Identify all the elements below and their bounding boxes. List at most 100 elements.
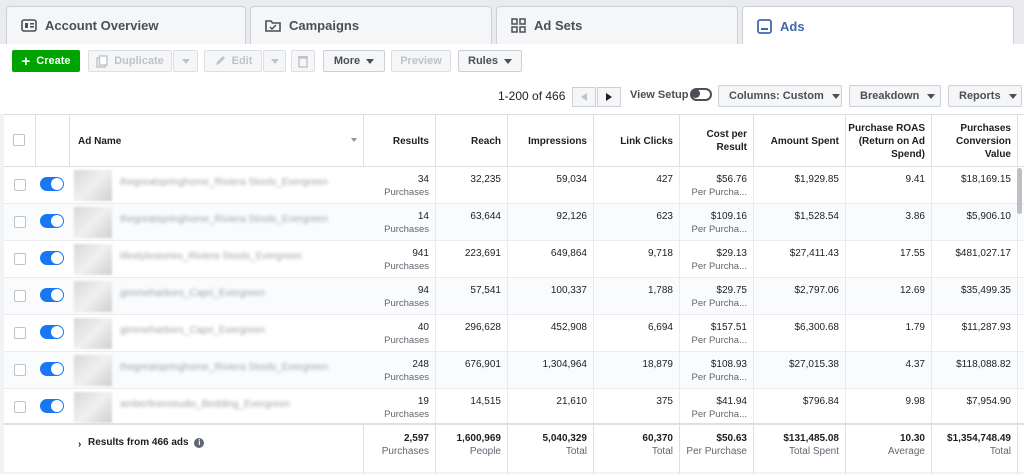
ad-thumbnail[interactable] — [74, 244, 112, 275]
edit-dropdown-button[interactable] — [263, 50, 286, 72]
ad-thumbnail[interactable] — [74, 207, 112, 238]
chevron-left-icon — [581, 93, 587, 101]
column-cost-per-result[interactable]: Cost per Result — [680, 115, 754, 167]
cell-spent: $6,300.68 — [754, 315, 846, 352]
edit-button[interactable]: Edit — [204, 50, 262, 72]
table-row[interactable]: thegreatspringhome_Riviera Stools_Evergr… — [4, 167, 1024, 204]
cell-value: $5,906.10 — [932, 204, 1018, 241]
tab-ads[interactable]: Ads — [742, 6, 1014, 45]
tab-campaigns[interactable]: Campaigns — [250, 6, 492, 44]
ad-thumbnail[interactable] — [74, 170, 112, 201]
column-results[interactable]: Results — [364, 115, 436, 167]
cell-impressions: 100,337 — [508, 278, 594, 315]
table-controls: 1-200 of 466 View Setup Columns: Custom … — [0, 78, 1024, 114]
ad-name-link[interactable]: lifestylestories_Riviera Stools_Evergree… — [120, 251, 302, 262]
ad-status-toggle[interactable] — [40, 288, 64, 302]
ad-status-toggle[interactable] — [40, 177, 64, 191]
cell-reach: 676,901 — [436, 352, 508, 389]
duplicate-dropdown-button[interactable] — [173, 50, 198, 72]
row-checkbox[interactable] — [14, 216, 26, 228]
cell-clicks: 375 — [594, 389, 680, 423]
column-purchase-roas[interactable]: Purchase ROAS (Return on Ad Spend) — [846, 115, 932, 167]
table-row[interactable]: amberlinenstudio_Bedding_Evergreen 19 Purc… — [4, 389, 1024, 423]
ad-status-toggle[interactable] — [40, 251, 64, 265]
info-icon: i — [194, 438, 205, 448]
column-amount-spent[interactable]: Amount Spent — [754, 115, 846, 167]
more-button[interactable]: More — [323, 50, 385, 72]
totals-cost: $50.63 Per Purchase — [680, 425, 754, 474]
ad-status-toggle[interactable] — [40, 214, 64, 228]
ad-thumbnail[interactable] — [74, 355, 112, 386]
table-row[interactable]: thegreatspringhome_Riviera Stools_Evergr… — [4, 352, 1024, 389]
column-reach[interactable]: Reach — [436, 115, 508, 167]
action-toolbar: + Create Duplicate Edit More Preview Rul… — [0, 44, 1024, 78]
ad-name-link[interactable]: gimmeharbors_Capri_Evergreen — [120, 325, 266, 336]
select-all-checkbox[interactable] — [13, 134, 25, 146]
chevron-down-icon — [503, 58, 512, 64]
cell-results: 248 Purchases — [364, 352, 436, 389]
cell-cost: $41.94 Per Purcha... — [680, 389, 754, 423]
row-checkbox[interactable] — [14, 327, 26, 339]
view-setup-toggle[interactable] — [690, 88, 712, 101]
reports-dropdown[interactable]: Reports — [948, 85, 1022, 107]
cell-results: 40 Purchases — [364, 315, 436, 352]
row-checkbox[interactable] — [14, 364, 26, 376]
tab-label: Ad Sets — [534, 18, 583, 33]
columns-dropdown[interactable]: Columns: Custom — [718, 85, 842, 107]
pagination-range: 1-200 of 466 — [498, 89, 566, 103]
tab-label: Account Overview — [45, 18, 159, 33]
delete-button[interactable] — [291, 50, 315, 72]
ad-thumbnail[interactable] — [74, 281, 112, 312]
chevron-down-icon — [270, 58, 279, 64]
tab-ad-sets[interactable]: Ad Sets — [496, 6, 738, 44]
ad-name-link[interactable]: thegreatspringhome_Riviera Stools_Evergr… — [120, 214, 328, 225]
row-checkbox[interactable] — [14, 253, 26, 265]
breakdown-dropdown[interactable]: Breakdown — [849, 85, 941, 107]
cell-value: $7,954.90 — [932, 389, 1018, 423]
chevron-down-icon — [366, 58, 375, 64]
table-row[interactable]: gimmeharbors_Capri_Evergreen 94 Purchases 5… — [4, 278, 1024, 315]
ad-name-link[interactable]: thegreatspringhome_Riviera Stools_Evergr… — [120, 362, 328, 373]
tab-account-overview[interactable]: Account Overview — [6, 6, 246, 44]
ad-thumbnail[interactable] — [74, 318, 112, 349]
sort-caret-icon — [351, 138, 357, 142]
column-impressions[interactable]: Impressions — [508, 115, 594, 167]
ad-name-link[interactable]: amberlinenstudio_Bedding_Evergreen — [120, 399, 291, 410]
table-scrollbar[interactable] — [1017, 168, 1022, 214]
ad-status-toggle[interactable] — [40, 325, 64, 339]
next-page-button[interactable] — [597, 87, 621, 107]
row-checkbox[interactable] — [14, 401, 26, 413]
ad-status-toggle[interactable] — [40, 399, 64, 413]
table-row[interactable]: gimmeharbors_Capri_Evergreen 40 Purchases 2… — [4, 315, 1024, 352]
totals-label-cell[interactable]: › Results from 466 ads i — [4, 425, 364, 474]
rules-button[interactable]: Rules — [458, 50, 522, 72]
row-checkbox[interactable] — [14, 290, 26, 302]
toggle-header-cell — [36, 115, 70, 167]
ad-name-link[interactable]: gimmeharbors_Capri_Evergreen — [120, 288, 266, 299]
plus-icon: + — [21, 52, 31, 70]
table-header: Ad Name Results Reach Impressions Link C… — [4, 115, 1024, 167]
column-conversion-value[interactable]: Purchases Conversion Value — [932, 115, 1018, 167]
cell-cost: $108.93 Per Purcha... — [680, 352, 754, 389]
chevron-down-icon — [831, 93, 840, 99]
select-all-cell — [4, 115, 36, 167]
duplicate-button[interactable]: Duplicate — [88, 50, 172, 72]
totals-row: › Results from 466 ads i 2,597 Purchases … — [4, 423, 1024, 474]
cell-clicks: 623 — [594, 204, 680, 241]
cell-reach: 32,235 — [436, 167, 508, 204]
ad-name-link[interactable]: thegreatspringhome_Riviera Stools_Evergr… — [120, 177, 328, 188]
preview-button[interactable]: Preview — [391, 50, 451, 72]
cell-roas: 12.69 — [846, 278, 932, 315]
totals-reach: 1,600,969 People — [436, 425, 508, 474]
cell-value: $11,287.93 — [932, 315, 1018, 352]
ad-thumbnail[interactable] — [74, 392, 112, 423]
cell-roas: 17.55 — [846, 241, 932, 278]
table-row[interactable]: thegreatspringhome_Riviera Stools_Evergr… — [4, 204, 1024, 241]
column-ad-name[interactable]: Ad Name — [70, 115, 364, 167]
table-row[interactable]: lifestylestories_Riviera Stools_Evergree… — [4, 241, 1024, 278]
previous-page-button[interactable] — [572, 87, 596, 107]
row-checkbox[interactable] — [14, 179, 26, 191]
ad-status-toggle[interactable] — [40, 362, 64, 376]
create-button[interactable]: + Create — [12, 50, 80, 72]
column-link-clicks[interactable]: Link Clicks — [594, 115, 680, 167]
